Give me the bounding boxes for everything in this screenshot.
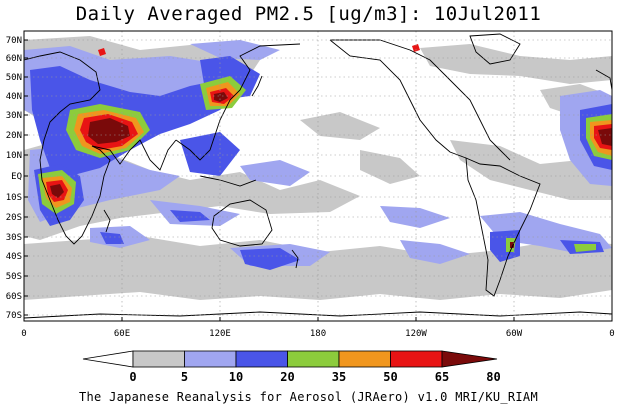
colorbar-segment: [390, 350, 443, 368]
lat-tick-label: 70S: [6, 311, 22, 321]
colorbar-segment: [132, 350, 185, 368]
lat-tick-label: 10S: [6, 193, 22, 203]
lat-tick-label: 60S: [6, 292, 22, 302]
latitude-axis: 70N 60N 50N 40N 30N 20N 10N EQ 10S 20S 30S 40S 50S 60…: [6, 36, 28, 321]
lat-tick-label: 40N: [6, 92, 22, 102]
lat-tick-label: 70N: [6, 36, 22, 46]
colorbar: 0 5 10 20 35 50 65 80: [82, 350, 501, 384]
lon-tick-label: 0: [21, 329, 26, 339]
lat-tick-label: 50N: [6, 73, 22, 83]
colorbar-tick-label: 65: [435, 370, 449, 384]
colorbar-segment: [287, 350, 340, 368]
colorbar-segment: [235, 350, 288, 368]
lon-tick-label: 180: [310, 329, 326, 339]
lat-tick-label: 10N: [6, 151, 22, 161]
lat-tick-label: 50S: [6, 272, 22, 282]
colorbar-tick-label: 20: [280, 370, 294, 384]
lat-tick-label: 20N: [6, 131, 22, 141]
lat-tick-label: 40S: [6, 252, 22, 262]
colorbar-segment: [338, 350, 391, 368]
lat-tick-label: 30S: [6, 233, 22, 243]
colorbar-tick-label: 35: [332, 370, 346, 384]
pm25-concentration-field: [24, 31, 612, 321]
lon-tick-label: 60W: [506, 329, 523, 339]
lat-tick-label: EQ: [11, 172, 22, 182]
colorbar-tick-label: 0: [129, 370, 136, 384]
colorbar-tick-label: 5: [181, 370, 188, 384]
lat-tick-label: 20S: [6, 213, 22, 223]
lon-tick-label: 60E: [114, 329, 130, 339]
colorbar-low-triangle: [82, 350, 134, 368]
lat-tick-label: 30N: [6, 111, 22, 121]
lon-tick-label: 120W: [405, 329, 427, 339]
colorbar-tick-label: 50: [383, 370, 397, 384]
colorbar-tick-label: 80: [486, 370, 500, 384]
lat-tick-label: 60N: [6, 54, 22, 64]
colorbar-high-triangle: [441, 350, 498, 368]
lon-tick-label: 0: [609, 329, 614, 339]
lon-tick-label: 120E: [209, 329, 231, 339]
colorbar-tick-label: 10: [229, 370, 243, 384]
footer-credit: The Japanese Reanalysis for Aerosol (JRA…: [78, 390, 538, 404]
map-title: Daily Averaged PM2.5 [ug/m3]: 10Jul2011: [75, 3, 542, 25]
longitude-axis: 0 60E 120E 180 120W 60W 0: [21, 317, 615, 339]
colorbar-segment: [184, 350, 237, 368]
